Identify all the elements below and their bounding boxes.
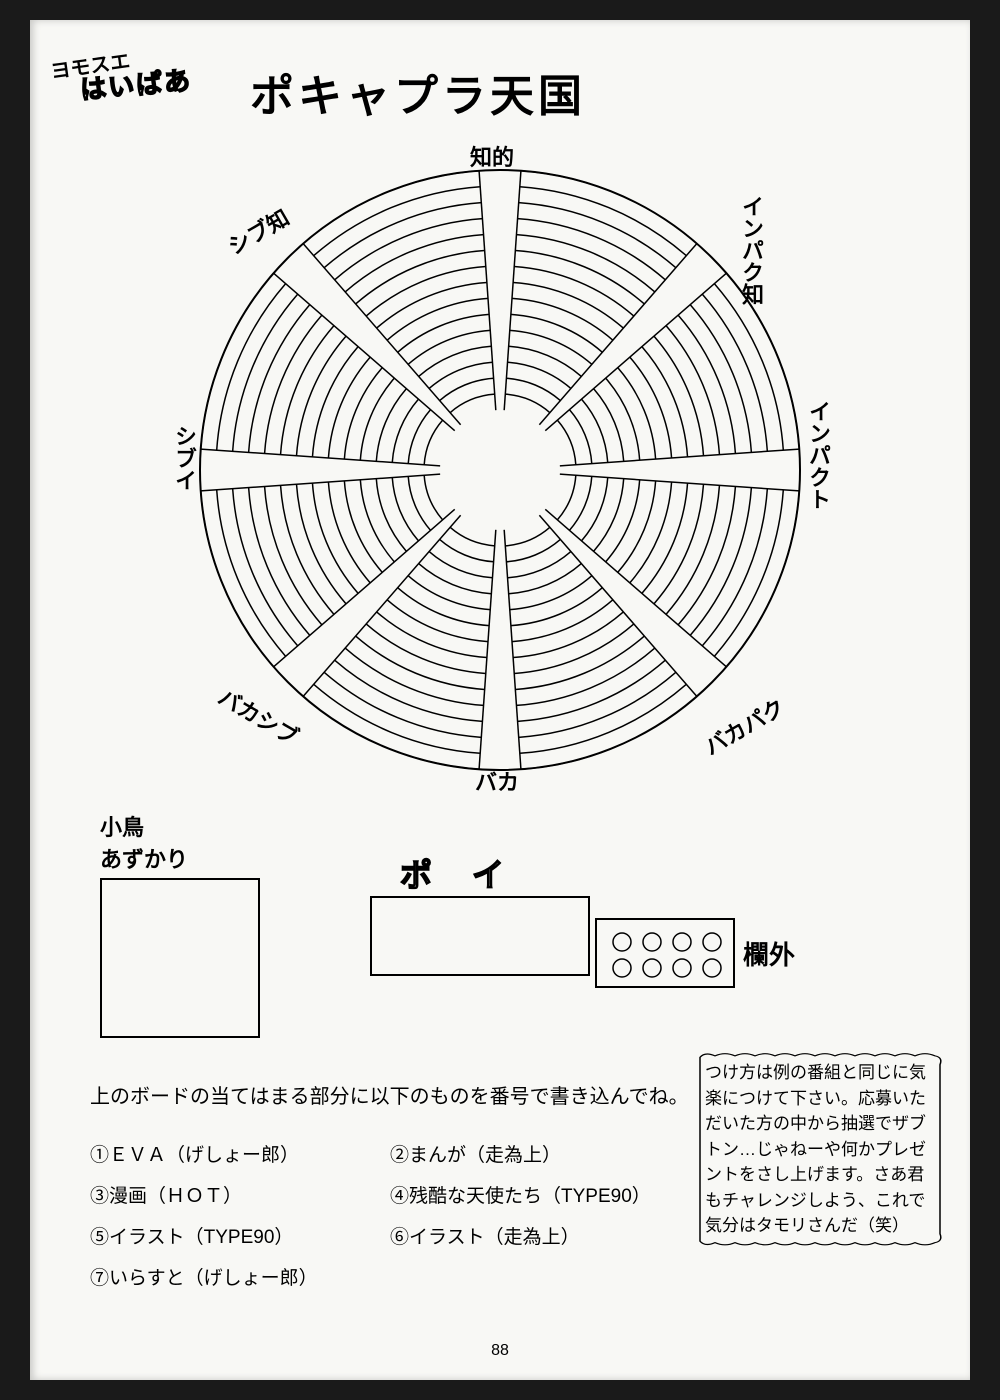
left-box-label: 小鳥 あずかり [100, 810, 260, 874]
items-list: ①ＥＶＡ（げしょー郎） ②まんが（走為上） ③漫画（ＨＯＴ） ④残酷な天使たち（… [90, 1140, 690, 1304]
handwritten-text: つけ方は例の番組と同じに気楽につけて下さい。応募いただいた方の中から抽選でザブト… [705, 1060, 935, 1239]
rangai-box [595, 918, 735, 988]
page: ヨモスエ はいぱあ ポキャプラ天国 知的 インパク知 インパクト バカパク バカ… [30, 20, 970, 1380]
item-3: ③漫画（ＨＯＴ） [90, 1181, 390, 1208]
rangai-group: 欄外 [595, 918, 795, 988]
left-box [100, 878, 260, 1038]
center-box-title: ポイ [370, 850, 590, 896]
axis-label-bottom: バカ [475, 765, 519, 797]
center-box-group: ポイ [370, 850, 590, 976]
main-title: ポキャプラ天国 [250, 60, 586, 124]
axis-label-left: シブイ [168, 425, 200, 491]
item-4: ④残酷な天使たち（TYPE90） [390, 1181, 690, 1208]
item-5: ⑤イラスト（TYPE90） [90, 1222, 390, 1249]
axis-label-tr: インパク知 [735, 195, 767, 305]
center-box [370, 896, 590, 976]
item-2: ②まんが（走為上） [390, 1140, 690, 1167]
handwritten-note: つけ方は例の番組と同じに気楽につけて下さい。応募いただいた方の中から抽選でザブト… [695, 1050, 945, 1249]
item-6: ⑥イラスト（走為上） [390, 1222, 690, 1249]
item-7: ⑦いらすと（げしょー郎） [90, 1263, 390, 1290]
radar-chart: 知的 インパク知 インパクト バカパク バカ バカシブ シブイ シブ知 [180, 150, 820, 790]
axis-label-top: 知的 [470, 140, 514, 172]
left-box-group: 小鳥 あずかり [100, 810, 260, 1038]
item-1: ①ＥＶＡ（げしょー郎） [90, 1140, 390, 1167]
rangai-label: 欄外 [743, 935, 795, 972]
rangai-circles-icon [607, 928, 727, 982]
axis-label-right: インパクト [802, 400, 834, 510]
page-number: 88 [491, 1342, 509, 1360]
instruction-text: 上のボードの当てはまる部分に以下のものを番号で書き込んでね。 [90, 1080, 689, 1109]
